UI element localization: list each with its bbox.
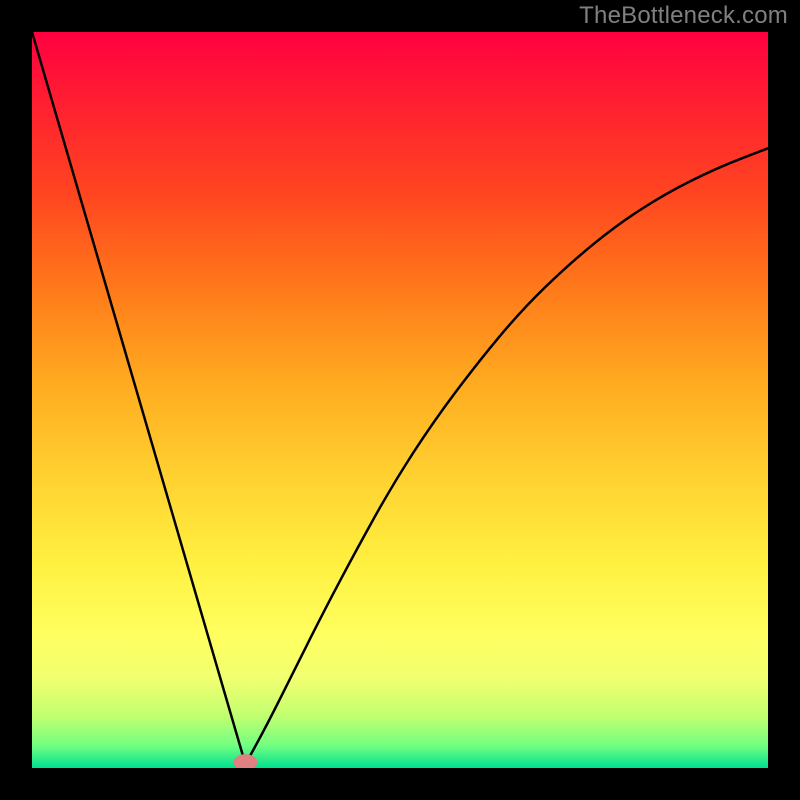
watermark-text: TheBottleneck.com bbox=[579, 2, 788, 30]
gradient-background bbox=[32, 32, 768, 768]
outer-black-frame: TheBottleneck.com bbox=[0, 0, 800, 800]
bottleneck-chart bbox=[32, 32, 768, 768]
plot-area bbox=[32, 32, 768, 768]
